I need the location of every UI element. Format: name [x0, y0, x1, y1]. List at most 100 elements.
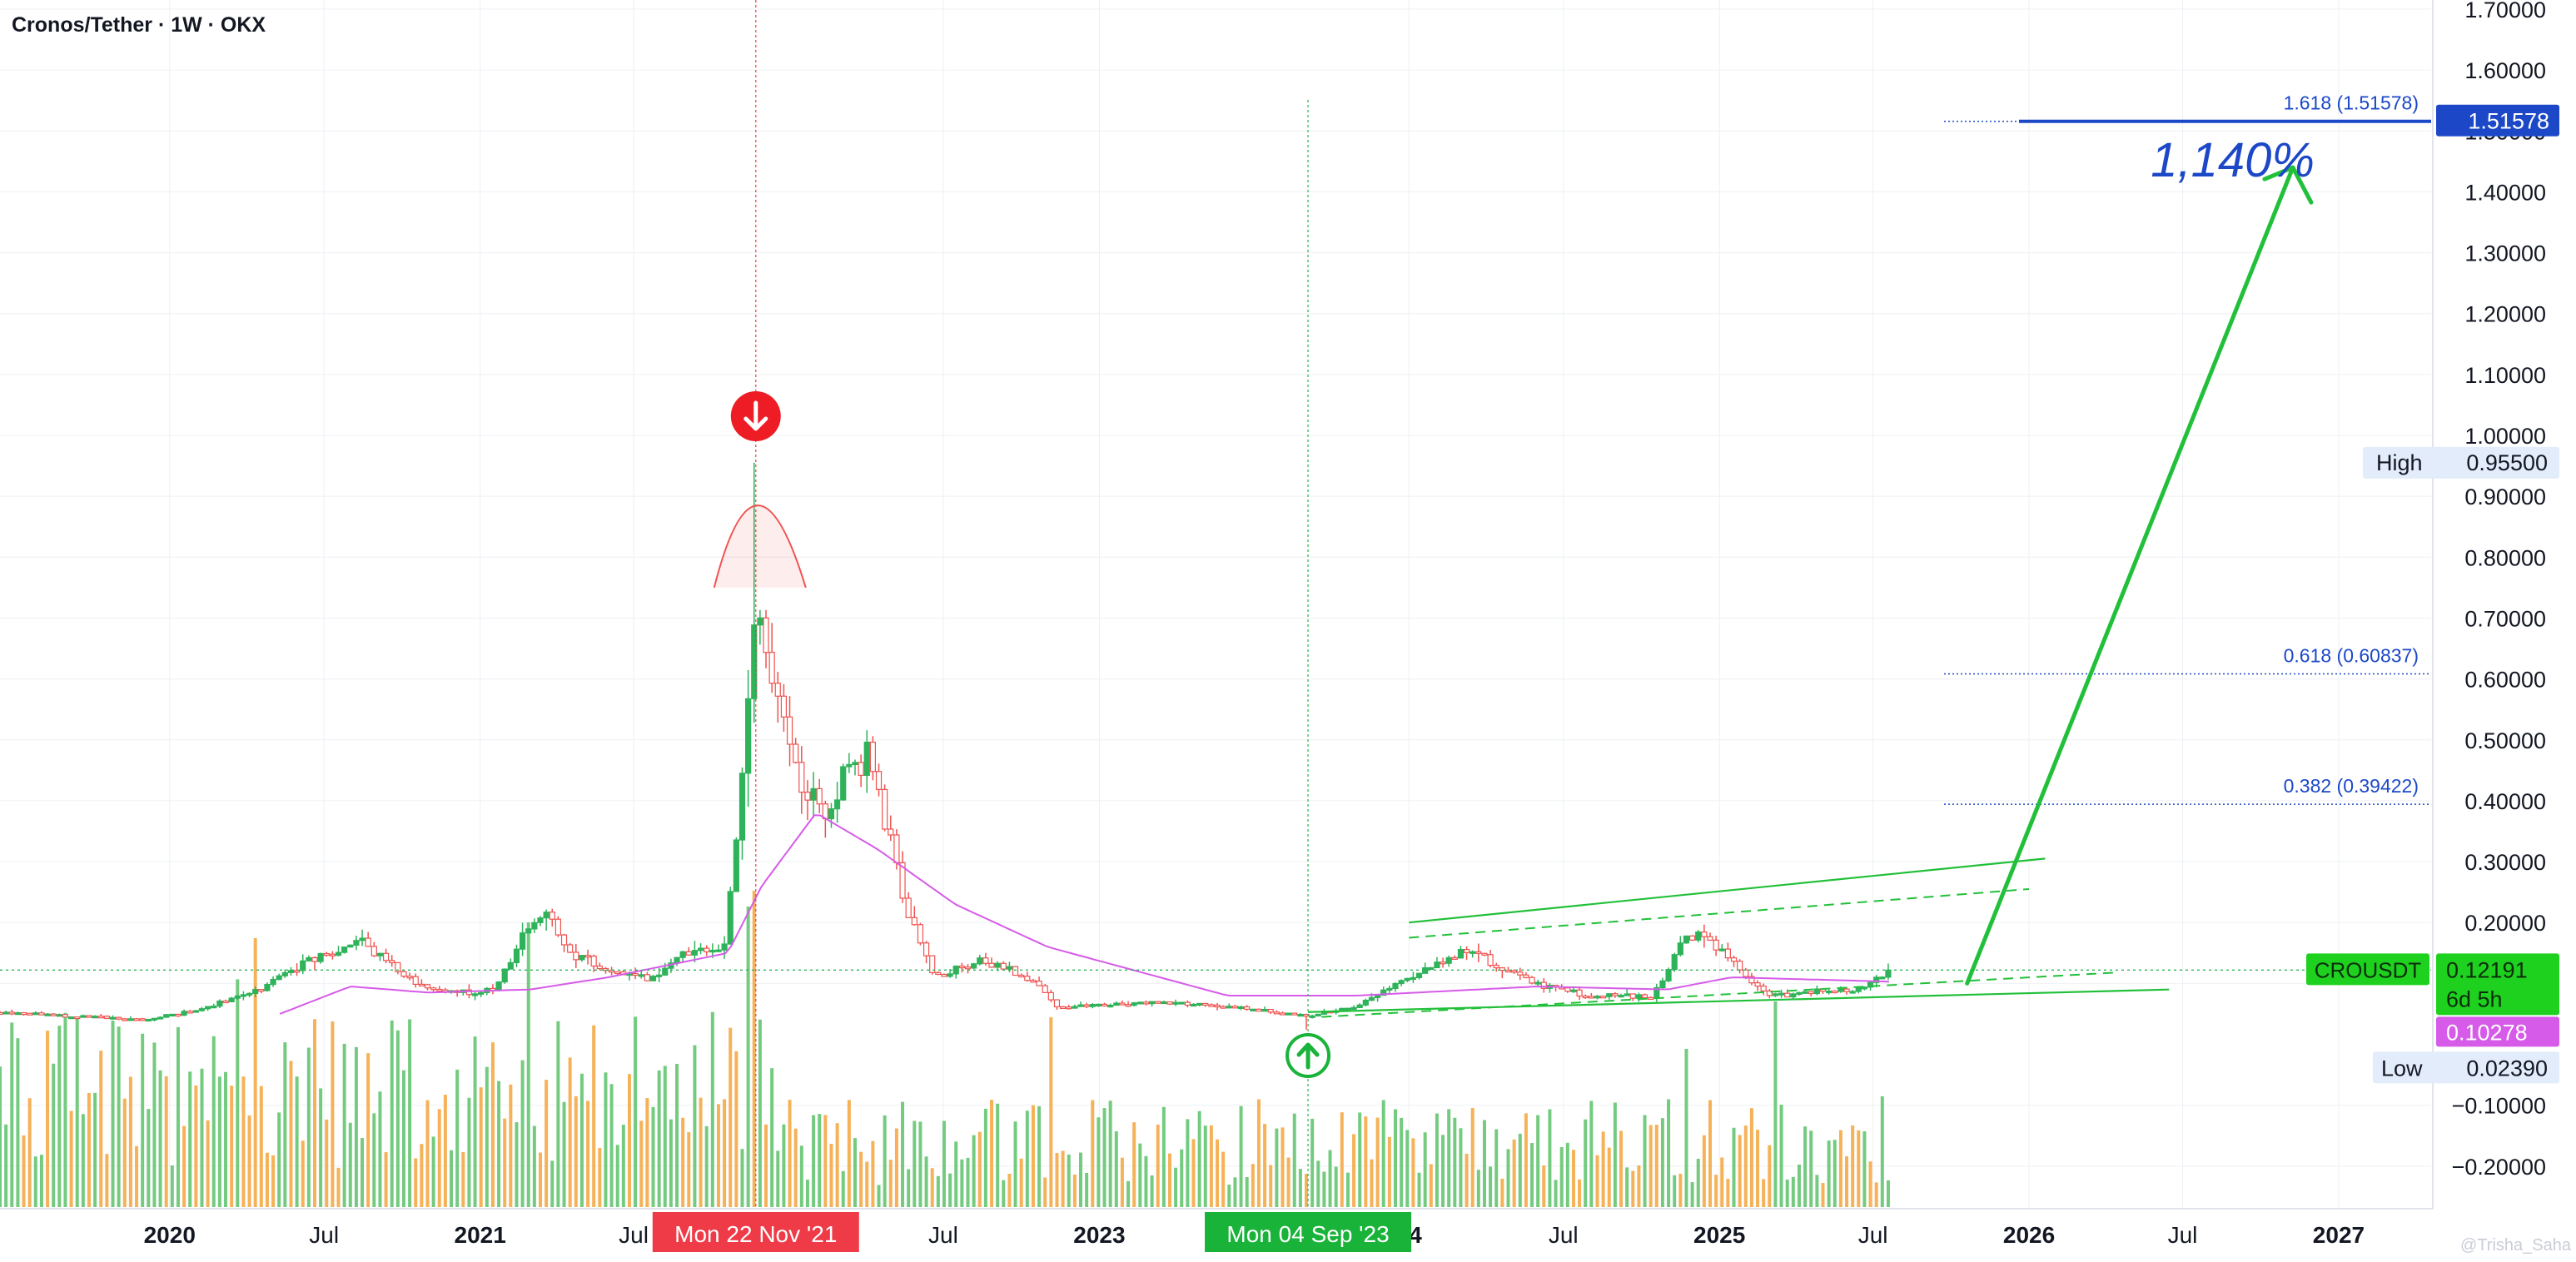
- time-tick-label: Jul: [619, 1222, 649, 1248]
- candle-body: [579, 955, 585, 961]
- candle-body: [525, 928, 532, 934]
- candle-body: [679, 951, 686, 958]
- time-tick-label: 2026: [2003, 1222, 2055, 1248]
- candle-body: [252, 989, 259, 994]
- volume-bar: [1768, 1145, 1772, 1207]
- candle-body: [1760, 985, 1767, 992]
- volume-bar: [515, 1122, 519, 1207]
- candle-body: [905, 897, 912, 918]
- volume-bar: [823, 1115, 828, 1207]
- volume-bar: [704, 1125, 709, 1207]
- volume-bar: [117, 1026, 121, 1207]
- candle-body: [276, 975, 282, 981]
- candle-body: [306, 956, 312, 961]
- volume-bar: [312, 1019, 316, 1207]
- volume-bar: [1791, 1176, 1795, 1207]
- volume-bar: [1186, 1119, 1190, 1207]
- volume-bar: [1851, 1125, 1855, 1207]
- volume-bar: [1470, 1107, 1474, 1207]
- candle-body: [216, 1000, 223, 1007]
- candle-body: [1345, 1007, 1351, 1011]
- top-date-tag-bg: [652, 1212, 859, 1252]
- candle-body: [246, 992, 253, 996]
- volume-bar: [1310, 1118, 1315, 1207]
- candle-body: [1665, 969, 1672, 981]
- candle-body: [573, 951, 579, 961]
- arrow-down-icon: [743, 400, 768, 431]
- candle-body: [317, 952, 324, 962]
- candle-body: [1155, 1001, 1161, 1004]
- volume-bar: [1862, 1131, 1867, 1207]
- volume-bar: [693, 1045, 697, 1207]
- volume-bar: [277, 1112, 281, 1207]
- volume-bars: [0, 891, 1890, 1207]
- candle-body: [697, 947, 704, 951]
- volume-bar: [1732, 1127, 1736, 1207]
- candle-body: [929, 955, 936, 973]
- volume-bar: [1019, 1158, 1023, 1207]
- candle-body: [513, 948, 520, 964]
- time-tick-label: Jul: [309, 1222, 339, 1248]
- volume-bar: [894, 1128, 898, 1207]
- candle-body: [1451, 956, 1458, 960]
- volume-bar: [1292, 1113, 1296, 1207]
- candle-body: [1796, 991, 1803, 996]
- price-tick-label: 0.90000: [2464, 484, 2546, 509]
- volume-bar: [188, 1071, 192, 1207]
- volume-bar: [776, 1150, 780, 1207]
- candle-body: [478, 991, 485, 995]
- candle-body: [786, 716, 793, 745]
- candle-body: [1635, 994, 1643, 999]
- price-tick-label: 1.30000: [2464, 241, 2546, 266]
- price-tick-label: 0.30000: [2464, 850, 2546, 875]
- volume-bar: [574, 1096, 578, 1207]
- grid-lines: [0, 0, 2431, 1209]
- candle-body: [1683, 935, 1690, 944]
- candle-body: [1315, 1013, 1321, 1016]
- candle-body: [1843, 988, 1850, 992]
- candle-body: [691, 950, 699, 956]
- candle-body: [8, 1011, 15, 1015]
- volume-bar: [734, 1051, 738, 1207]
- volume-bar: [1067, 1154, 1071, 1207]
- volume-bar: [1400, 1117, 1404, 1207]
- candle-body: [1380, 989, 1387, 996]
- candle-body: [1576, 989, 1583, 997]
- price-tick-label: 1.70000: [2464, 0, 2546, 22]
- volume-bar: [1720, 1157, 1724, 1207]
- candle-body: [1095, 1003, 1102, 1007]
- volume-bar: [1619, 1130, 1624, 1207]
- candle-body: [1261, 1008, 1268, 1012]
- volume-bar: [645, 1098, 649, 1207]
- candle-body: [365, 937, 371, 947]
- price-tick-label: 1.60000: [2464, 58, 2546, 83]
- candle-body: [1244, 1006, 1251, 1010]
- fib-label-0382: 0.382 (0.39422): [2284, 775, 2419, 797]
- candle-body: [495, 981, 502, 991]
- volume-bar: [414, 1158, 418, 1207]
- candle-body: [1813, 988, 1820, 995]
- volume-bar: [1197, 1110, 1201, 1207]
- time-axis: 2020Jul2021JulJul202324Jul2025Jul2026Jul…: [0, 1208, 2433, 1262]
- volume-bar: [306, 1047, 311, 1207]
- volume-bar: [455, 1069, 460, 1207]
- volume-bar: [1043, 1177, 1047, 1207]
- candle-body: [971, 963, 977, 969]
- volume-bar: [479, 1087, 483, 1207]
- volume-bar: [1227, 1185, 1231, 1207]
- candle-body: [1184, 1001, 1191, 1006]
- volume-bar: [1269, 1165, 1273, 1207]
- candle-body: [145, 1018, 152, 1022]
- candle-body: [139, 1018, 146, 1021]
- volume-bar: [1334, 1166, 1338, 1207]
- volume-bar: [579, 1073, 584, 1207]
- candle-body: [1659, 980, 1666, 989]
- candle-body: [685, 951, 692, 956]
- candle-body: [893, 834, 900, 863]
- candle-body: [656, 974, 663, 977]
- candle-body: [1730, 957, 1738, 962]
- candle-body: [964, 966, 972, 970]
- volume-bar: [1061, 1150, 1065, 1207]
- candle-body: [649, 976, 657, 981]
